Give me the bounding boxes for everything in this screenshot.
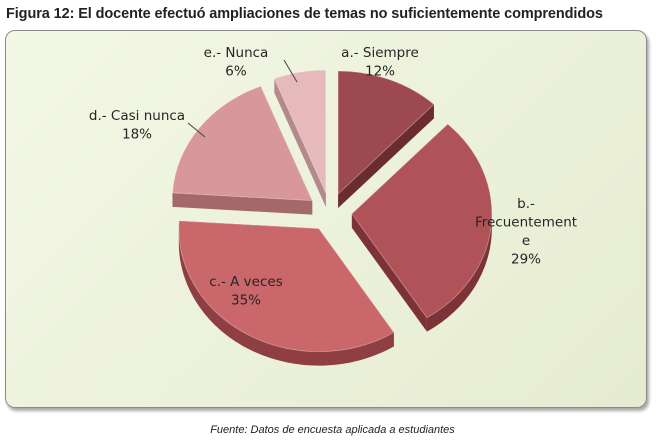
pie-slice-c-a-veces-wall [178,228,394,366]
data-label-e-nunca: e.- Nunca 6% [204,45,269,80]
pie-slice-b-frecuentemente-group [351,123,493,332]
pie-slice-b-frecuentemente-wall [426,213,492,332]
pie-slice-e-nunca [273,69,327,194]
pie-slice-a-siempre-group [337,70,435,209]
data-label-b-frecuentemente: b.-Frecuentement e 29% [475,196,577,268]
data-label-d-casi-nunca: d.- Casi nunca 18% [89,108,185,143]
pie-slice-e-nunca-group [273,69,327,208]
pie-slice-a-siempre [337,70,435,196]
pie-slice-d-casi-nunca-group [171,85,313,215]
pie-slice-a-siempre-edge-end [338,104,434,209]
pie-slices [171,69,493,366]
pie-slice-d-casi-nunca [171,85,313,202]
pie-slice-d-casi-nunca-edge-start [172,192,313,215]
data-label-c-a-veces: c.- A veces 35% [209,274,282,309]
figure-source: Fuente: Datos de encuesta aplicada a est… [210,424,455,436]
pie-slice-b-frecuentemente [351,123,493,319]
pie-slice-c-a-veces [178,220,395,353]
leader-lines [187,59,298,138]
pie-slice-c-a-veces-group [178,220,395,366]
leader-line-e-nunca [283,59,298,83]
pie-slice-e-nunca-edge-start [274,78,326,208]
data-labels: a.- Siempre 12% b.-Frecuentement e 29% c.- A … [89,45,577,309]
pie-slice-b-frecuentemente-edge-end [351,213,427,332]
figure-title: Figura 12: El docente efectuó ampliacion… [6,6,603,22]
data-label-a-siempre: a.- Siempre 12% [341,45,419,80]
leader-line-d-casi-nunca [187,122,206,138]
